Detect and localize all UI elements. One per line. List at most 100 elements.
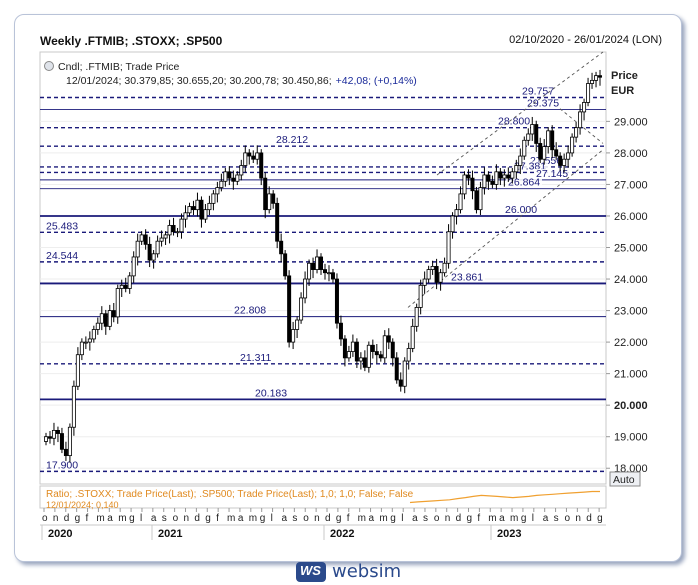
x-tick-label: m bbox=[249, 513, 257, 524]
candle-body bbox=[494, 171, 499, 185]
candle-body bbox=[450, 215, 455, 233]
x-tick-label: l bbox=[401, 513, 403, 524]
websim-logo-mark: WS bbox=[296, 562, 326, 582]
auto-scale-button[interactable] bbox=[609, 471, 641, 487]
candle-body bbox=[462, 174, 467, 195]
candle-body bbox=[215, 187, 220, 195]
candle-body bbox=[151, 253, 156, 261]
ratio-label: Ratio; .STOXX; Trade Price(Last); .SP500… bbox=[46, 489, 414, 500]
x-tick-label: n bbox=[314, 513, 320, 524]
x-tick-label: s bbox=[423, 513, 428, 524]
candle-body bbox=[390, 341, 395, 359]
candle-body bbox=[330, 272, 335, 280]
x-tick-label: d bbox=[325, 513, 331, 524]
candle-body bbox=[183, 212, 188, 220]
candle-body bbox=[167, 225, 172, 236]
candle-body bbox=[586, 83, 591, 103]
candle-body bbox=[574, 127, 579, 138]
websim-logo: WS websim bbox=[296, 560, 416, 582]
level-label-bg bbox=[253, 388, 289, 399]
candle-body bbox=[338, 322, 343, 340]
level-label-bg bbox=[238, 352, 274, 363]
x-tick-label: m bbox=[96, 513, 104, 524]
candle-body bbox=[554, 149, 559, 157]
legend-ohlc: 12/01/2024; 30.379,85; 30.655,20; 30.200… bbox=[66, 75, 417, 87]
candle-body bbox=[239, 165, 244, 176]
x-tick-label: f bbox=[86, 513, 89, 524]
level-label-bg bbox=[506, 177, 542, 188]
candle-body bbox=[171, 225, 176, 233]
candle-body bbox=[287, 275, 292, 343]
x-tick-label: s bbox=[554, 513, 559, 524]
candle-body bbox=[111, 310, 116, 318]
x-tick-label: o bbox=[173, 513, 179, 524]
candle-body bbox=[546, 130, 551, 147]
x-tick-label: a bbox=[543, 513, 549, 524]
x-tick-label: m bbox=[379, 513, 387, 524]
candle-body bbox=[422, 278, 427, 286]
level-label: 17.900 bbox=[46, 459, 78, 471]
candle-body bbox=[83, 341, 88, 344]
candle-body bbox=[594, 75, 599, 81]
candle-body bbox=[95, 322, 100, 330]
level-label-bg bbox=[525, 98, 561, 109]
candle-body bbox=[67, 426, 72, 457]
level-label-bg bbox=[528, 155, 564, 166]
candle-body bbox=[478, 187, 483, 211]
x-tick-label: m bbox=[227, 513, 235, 524]
candle-body bbox=[498, 171, 503, 179]
candle-body bbox=[203, 209, 208, 220]
legend-series-label: Cndl; .FTMIB; Trade Price bbox=[58, 61, 180, 73]
candle-body bbox=[426, 269, 431, 280]
date-range: 02/10/2020 - 26/01/2024 (LON) bbox=[509, 34, 662, 46]
x-tick-label: l bbox=[532, 513, 534, 524]
candle-body bbox=[159, 237, 164, 242]
candle-body bbox=[334, 278, 339, 324]
level-label: 29.375 bbox=[527, 98, 559, 110]
currency-label: EUR bbox=[611, 85, 634, 97]
candle-body bbox=[311, 262, 316, 270]
y-tick-label: 24.000 bbox=[614, 274, 648, 286]
auto-scale-label: Auto bbox=[613, 474, 635, 486]
candle-body bbox=[582, 102, 587, 113]
level-label-bg bbox=[534, 168, 570, 179]
legend-ohlc-values: 12/01/2024; 30.379,85; 30.655,20; 30.200… bbox=[66, 75, 332, 87]
level-label-bg bbox=[520, 86, 556, 97]
candle-body bbox=[75, 354, 80, 387]
x-tick-label: f bbox=[347, 513, 350, 524]
candle-body bbox=[434, 266, 439, 283]
x-tick-label: m bbox=[510, 513, 518, 524]
y-tick-label: 19.000 bbox=[614, 432, 648, 444]
candle-body bbox=[275, 202, 280, 242]
x-tick-label: m bbox=[118, 513, 126, 524]
level-label-bg bbox=[44, 250, 80, 261]
candle-body bbox=[59, 433, 64, 450]
candle-body bbox=[319, 256, 324, 270]
candle-body bbox=[458, 193, 463, 211]
candle-body bbox=[143, 234, 148, 245]
candle-body bbox=[322, 269, 327, 274]
legend-toggle-icon[interactable] bbox=[44, 61, 54, 71]
x-tick-label: s bbox=[292, 513, 297, 524]
candle-body bbox=[446, 231, 451, 264]
candle-body bbox=[370, 344, 375, 352]
x-tick-label: g bbox=[260, 513, 266, 524]
candle-body bbox=[219, 180, 224, 188]
candle-body bbox=[558, 155, 563, 166]
candle-body bbox=[430, 266, 435, 270]
candle-body bbox=[179, 218, 184, 233]
candle-body bbox=[103, 313, 108, 327]
candle-body bbox=[139, 234, 144, 242]
level-label: 21.311 bbox=[240, 352, 271, 364]
ratio-panel[interactable] bbox=[39, 485, 607, 509]
candle-body bbox=[598, 75, 603, 78]
candle-body bbox=[378, 354, 383, 359]
x-tick-label: o bbox=[564, 513, 570, 524]
y-tick-label: 27.000 bbox=[614, 179, 648, 191]
x-tick-label: g bbox=[205, 513, 211, 524]
y-tick-label: 29.000 bbox=[614, 116, 648, 128]
candle-body bbox=[191, 206, 196, 211]
y-tick-label: 20.000 bbox=[614, 400, 648, 412]
x-tick-label: g bbox=[129, 513, 135, 524]
